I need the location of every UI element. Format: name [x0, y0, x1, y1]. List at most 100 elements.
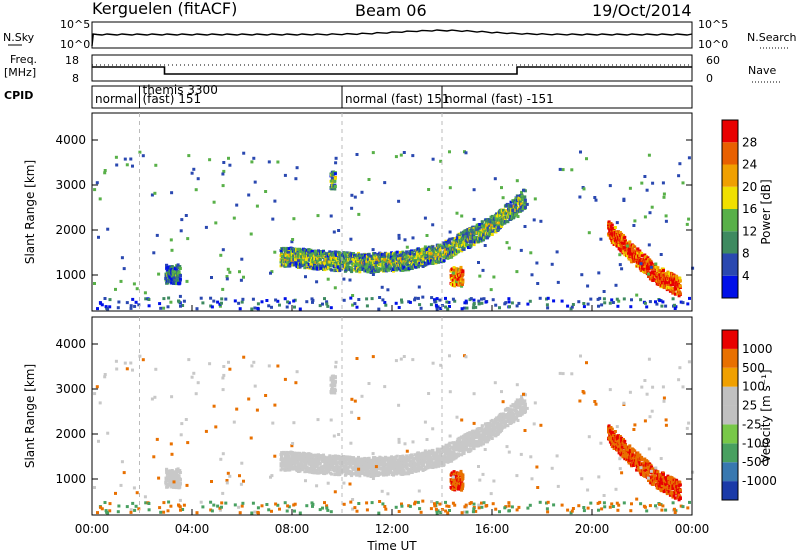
power-cell-3210 — [326, 304, 330, 308]
power-cell-2930 — [290, 240, 294, 244]
power-cell-707 — [367, 253, 371, 257]
velocity-cell-1351 — [448, 444, 452, 448]
velocity-cell-93 — [290, 451, 294, 454]
power-cell-3255 — [515, 304, 519, 308]
power-cell-766 — [375, 264, 379, 268]
velocity-cell-789 — [377, 473, 381, 476]
velocity-cell-68 — [287, 451, 291, 455]
velocity-cell-96 — [291, 465, 295, 469]
power-cell-3167 — [597, 304, 600, 308]
power-cell-2964 — [507, 246, 511, 250]
power-cell-2799 — [333, 176, 337, 180]
power-cell-2912 — [360, 190, 364, 194]
power-colorbar-swatch-0 — [722, 275, 738, 298]
velocity-cell-437 — [333, 454, 337, 458]
power-cell-1919 — [518, 199, 522, 203]
velocity-cell-756 — [373, 472, 377, 476]
power-cell-3228 — [159, 306, 163, 310]
power-cell-2858 — [489, 288, 493, 292]
cpid-segment-3: normal (fast) 151 — [345, 92, 449, 106]
power-cell-2811 — [270, 270, 274, 274]
power-cell-1612 — [480, 220, 484, 224]
power-cell-1214 — [430, 247, 434, 251]
power-cell-3000 — [176, 263, 180, 267]
power-cell-2816 — [659, 253, 663, 256]
power-cell-2827 — [625, 244, 629, 248]
power-cell-3018 — [199, 296, 203, 300]
power-cell-2093 — [623, 235, 627, 239]
velocity-cell-1264 — [437, 454, 440, 458]
power-cell-3124 — [384, 303, 388, 307]
velocity-cell-248 — [310, 458, 314, 462]
velocity-cell-699 — [366, 467, 370, 470]
power-cell-1959 — [523, 198, 527, 202]
power-cell-699 — [366, 263, 370, 266]
velocity-cell-1050 — [410, 471, 414, 474]
velocity-cell-193 — [303, 470, 307, 474]
nsearch-tick-top: 10^5 — [698, 18, 728, 31]
power-cell-773 — [375, 254, 379, 258]
power-cell-3108 — [240, 300, 244, 304]
power-cell-2950 — [222, 169, 226, 173]
power-cell-3173 — [660, 304, 664, 308]
power-cell-2904 — [635, 293, 639, 297]
power-cell-566 — [350, 268, 354, 272]
power-cell-2992 — [472, 188, 476, 192]
power-cell-2942 — [646, 272, 650, 276]
power-cell-3045 — [655, 302, 659, 306]
power-cell-3215 — [116, 306, 120, 310]
power-cell-2931 — [332, 230, 336, 234]
power-cell-3232 — [274, 298, 278, 302]
power-cell-2944 — [403, 238, 407, 242]
power-cell-62 — [287, 250, 290, 254]
velocity-cell-1098 — [416, 455, 420, 459]
power-cell-2796 — [333, 185, 337, 188]
power-cell-2971 — [218, 304, 222, 308]
power-cell-2071 — [620, 235, 624, 239]
velocity-cell-135 — [296, 451, 300, 455]
power-cell-2841 — [252, 156, 256, 160]
power-cell-2835 — [515, 270, 519, 274]
power-colorbar-tick-3: 16 — [742, 202, 757, 216]
power-cell-2889 — [478, 274, 482, 278]
power-cell-2275 — [646, 269, 650, 273]
power-cell-2134 — [628, 246, 632, 250]
power-cell-1351 — [448, 240, 452, 244]
power-cell-1050 — [410, 267, 414, 270]
power-cell-2503 — [674, 279, 678, 283]
power-cell-3212 — [538, 296, 542, 300]
power-cell-3052 — [587, 231, 591, 235]
power-cell-3064 — [117, 300, 121, 304]
power-cell-737 — [371, 257, 375, 261]
power-cell-2833 — [178, 294, 182, 298]
power-cell-931 — [395, 250, 399, 254]
power-cell-3007 — [677, 174, 681, 178]
power-cell-3096 — [673, 303, 676, 307]
power-cell-2848 — [411, 236, 415, 240]
velocity-cell-1467 — [462, 451, 466, 455]
velocity-cell-214 — [305, 465, 309, 469]
power-cell-291 — [315, 260, 319, 264]
power-cell-3044 — [273, 199, 277, 203]
power-cell-2113 — [625, 253, 629, 257]
power-cell-391 — [328, 260, 332, 264]
velocity-cell-931 — [395, 454, 399, 458]
power-cell-1201 — [429, 261, 433, 265]
power-cell-3147 — [162, 297, 166, 301]
power-cell-729 — [370, 261, 374, 265]
power-cell-2276 — [646, 256, 650, 260]
power-cell-3021 — [357, 263, 361, 267]
power-cell-1960 — [607, 223, 610, 227]
power-cell-2822 — [164, 277, 168, 280]
power-cell-2524 — [677, 287, 680, 291]
velocity-cell-1454 — [460, 447, 464, 451]
power-cell-1264 — [437, 250, 440, 254]
power-cell-1764 — [499, 212, 503, 215]
power-cell-3043 — [237, 301, 241, 305]
power-cell-3248 — [472, 298, 476, 302]
velocity-cell-391 — [328, 464, 332, 468]
power-cell-226 — [307, 248, 311, 252]
power-cell-3188 — [103, 297, 107, 300]
velocity-cell-473 — [338, 473, 342, 476]
power-cell-3161 — [260, 300, 264, 304]
